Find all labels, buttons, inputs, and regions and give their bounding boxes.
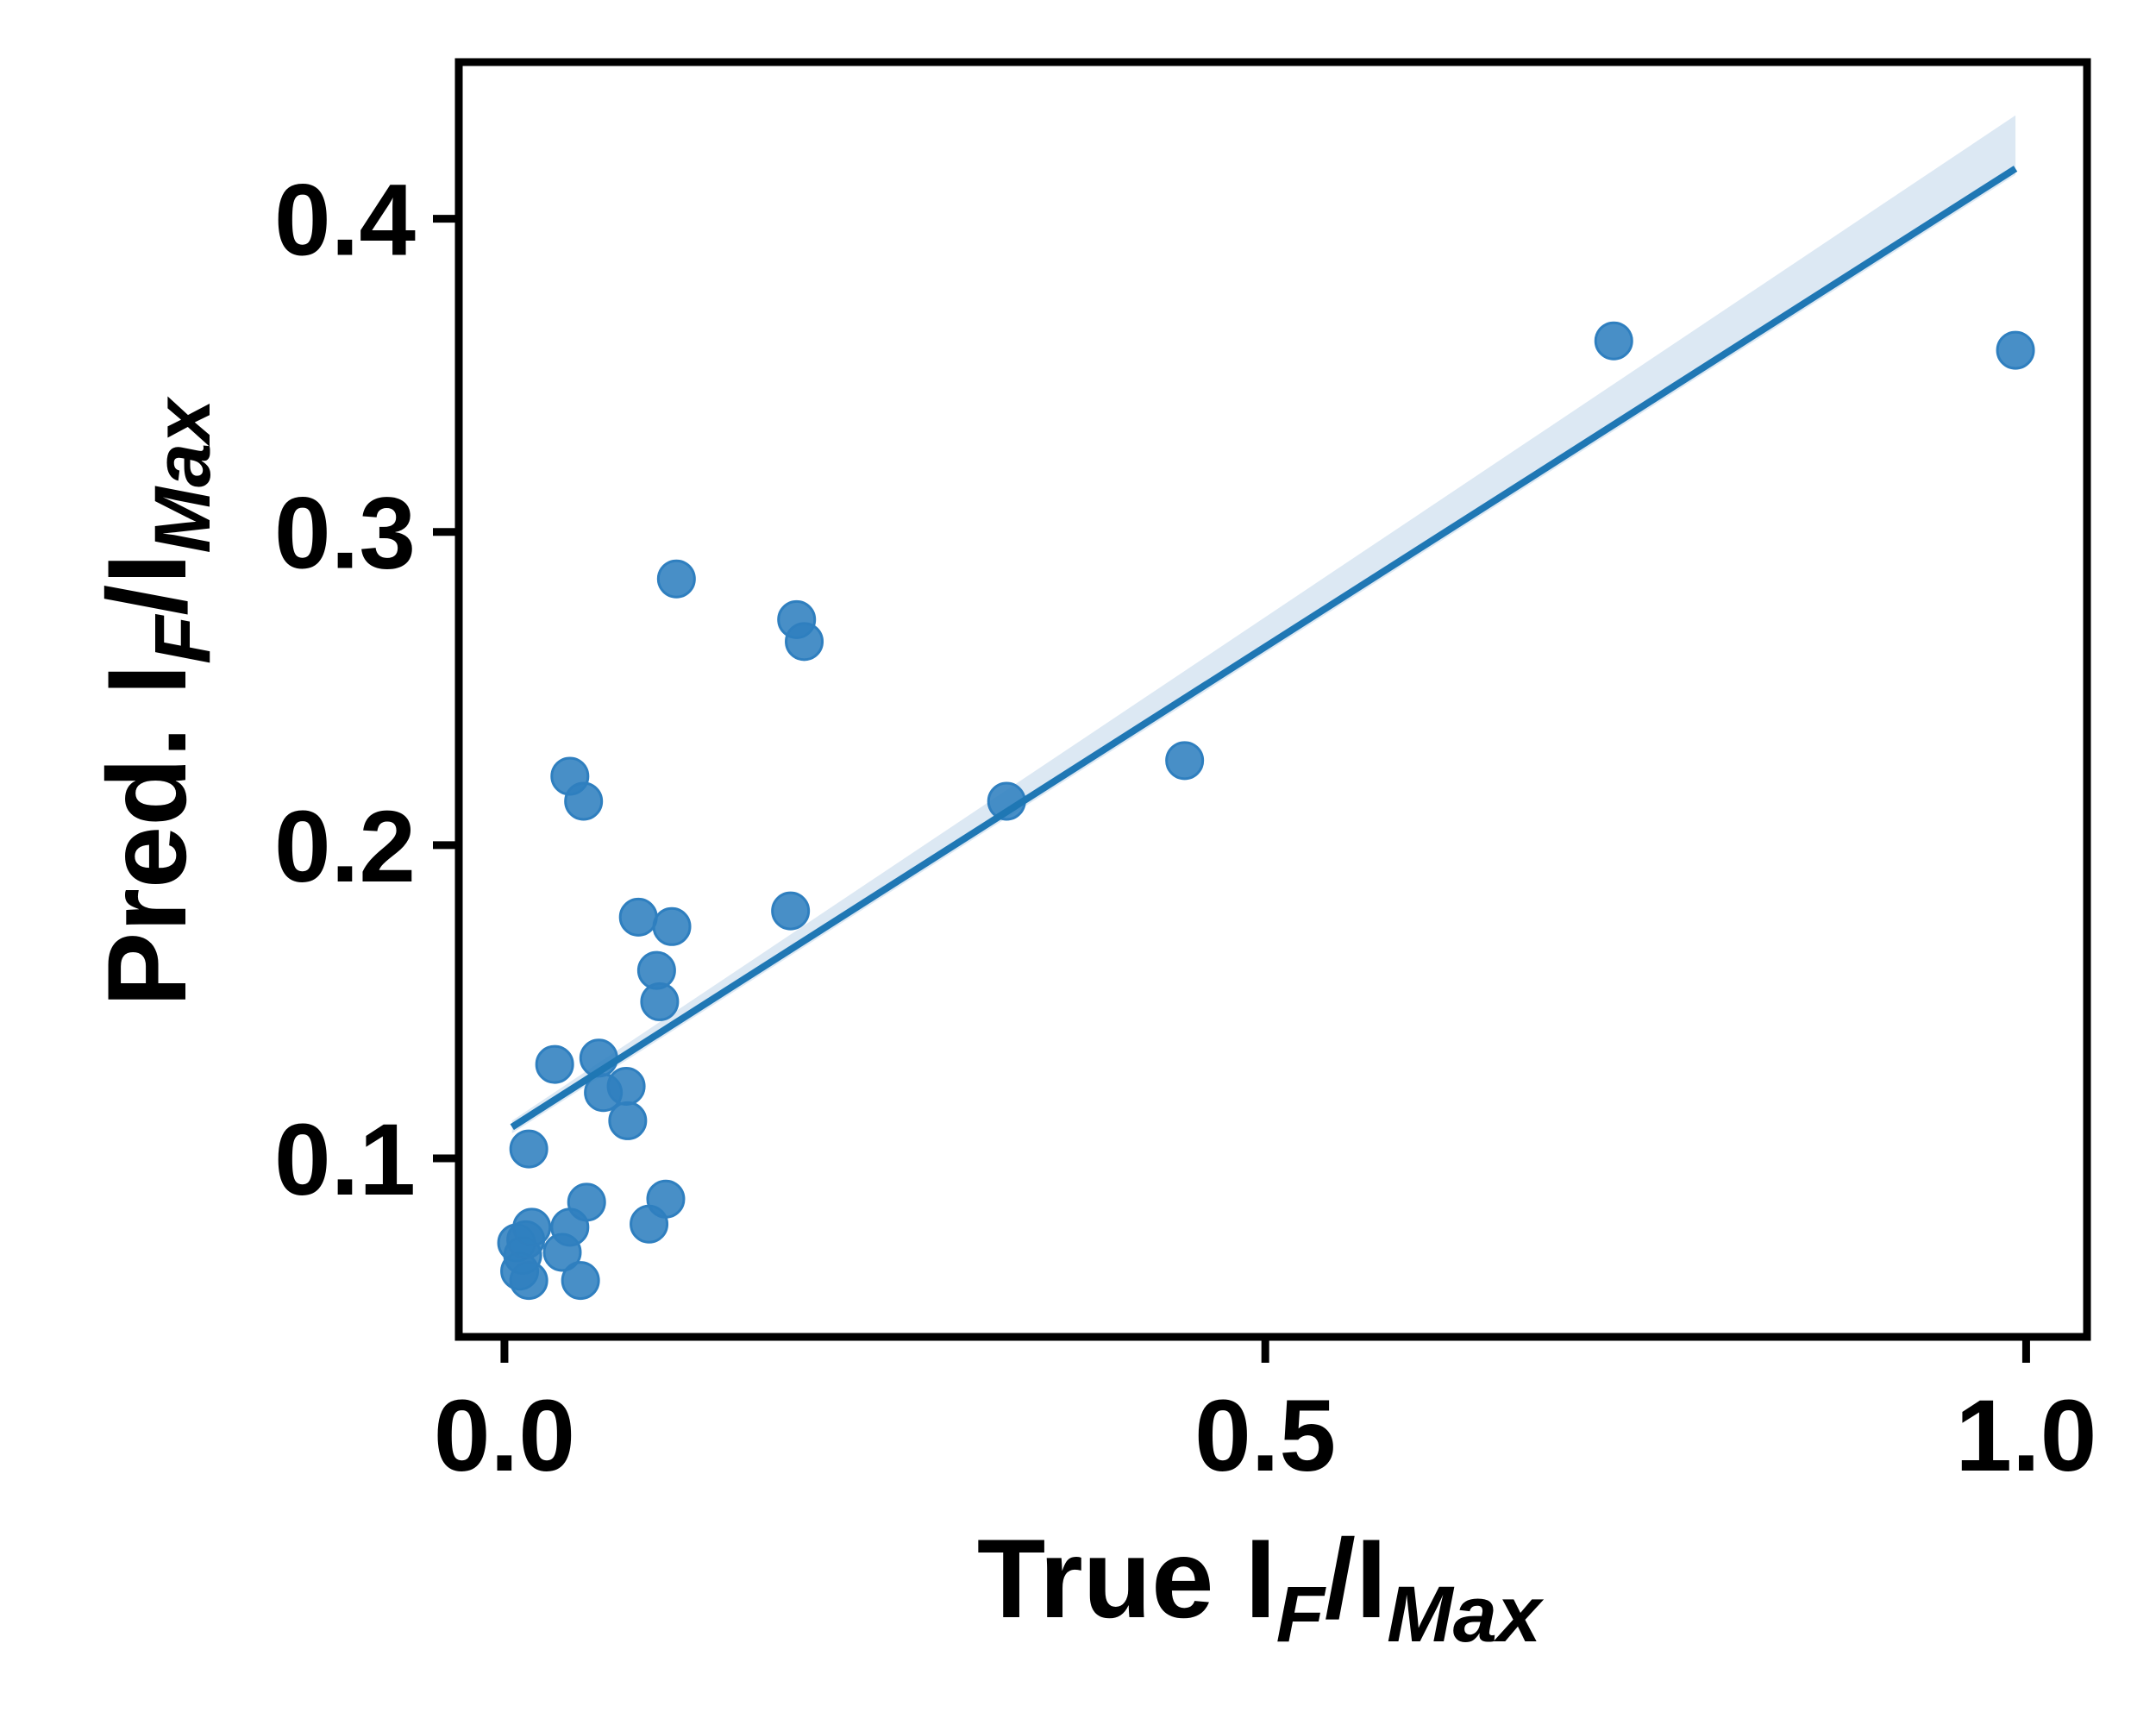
y-tick-label-0: 0.1 xyxy=(274,1103,416,1217)
plot-layer xyxy=(497,115,2035,1301)
axes-layer: 0.0 0.5 1.0 0.1 0.2 0.3 0.4 xyxy=(274,58,2096,1493)
x-axis-title: True IF/IMax xyxy=(977,1515,1545,1659)
data-point-18 xyxy=(618,897,658,937)
data-point-27 xyxy=(785,622,824,662)
data-point-24 xyxy=(656,559,696,599)
data-point-29 xyxy=(1165,741,1205,781)
data-point-30 xyxy=(1594,321,1633,361)
data-point-23 xyxy=(652,906,692,946)
x-tick-label-2: 1.0 xyxy=(1955,1379,2096,1493)
data-point-25 xyxy=(771,891,811,931)
data-point-11 xyxy=(561,1261,600,1301)
data-point-16 xyxy=(606,1066,646,1106)
data-point-5 xyxy=(509,1129,548,1169)
data-point-13 xyxy=(567,1182,606,1222)
data-point-22 xyxy=(646,1179,686,1219)
x-tick-label-1: 0.5 xyxy=(1194,1379,1336,1493)
plot-frame xyxy=(454,58,2091,1341)
data-point-31 xyxy=(1996,330,2035,370)
data-point-21 xyxy=(640,982,680,1021)
data-point-12 xyxy=(564,781,604,821)
confidence-band xyxy=(511,115,2016,1133)
data-point-7 xyxy=(535,1044,574,1084)
regression-line xyxy=(510,166,2018,1131)
data-point-17 xyxy=(608,1101,648,1140)
y-tick-label-2: 0.3 xyxy=(274,477,416,591)
x-tick-label-0: 0.0 xyxy=(434,1379,575,1493)
data-point-6 xyxy=(512,1208,552,1247)
y-tick-label-1: 0.2 xyxy=(274,790,416,904)
y-axis-title: Pred. IF/IMax xyxy=(84,396,227,1007)
y-tick-label-3: 0.4 xyxy=(274,164,416,278)
data-point-4 xyxy=(509,1261,548,1301)
